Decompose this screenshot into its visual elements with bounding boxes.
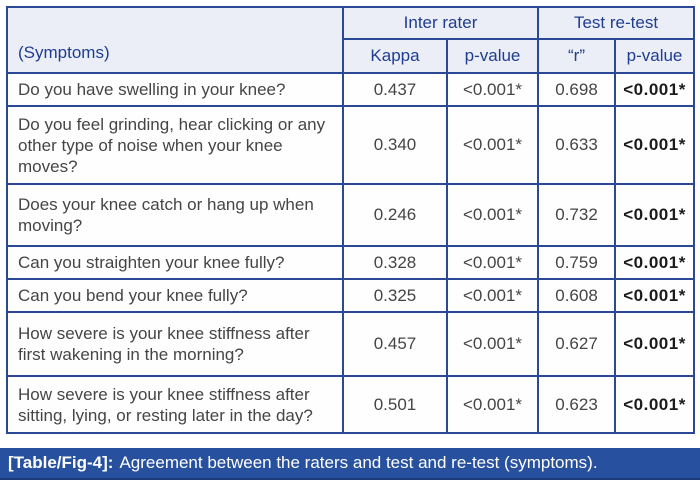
table-row: Do you have swelling in your knee? 0.437… <box>6 72 696 107</box>
symptom-cell: Do you feel grinding, hear clicking or a… <box>6 105 344 185</box>
group-header-test-retest: Test re-test <box>537 6 696 40</box>
r-cell: 0.608 <box>537 278 617 313</box>
r-pvalue-cell: <0.001* <box>614 72 696 107</box>
caption-label: [Table/Fig-4]: <box>8 453 114 472</box>
figure-caption: [Table/Fig-4]: Agreement between the rat… <box>0 448 700 480</box>
kappa-cell: 0.328 <box>342 245 448 280</box>
r-pvalue-cell: <0.001* <box>614 245 696 280</box>
r-cell: 0.698 <box>537 72 617 107</box>
kappa-cell: 0.437 <box>342 72 448 107</box>
symptom-cell: Can you bend your knee fully? <box>6 278 344 313</box>
r-pvalue-cell: <0.001* <box>614 311 696 377</box>
table-row: Do you feel grinding, hear clicking or a… <box>6 105 696 185</box>
table-row: Does your knee catch or hang up when mov… <box>6 183 696 247</box>
table-row: How severe is your knee stiffness after … <box>6 375 696 434</box>
group-header-row: (Symptoms) Inter rater Test re-test <box>6 6 696 74</box>
r-cell: 0.623 <box>537 375 617 434</box>
table-body: Do you have swelling in your knee? 0.437… <box>6 72 696 434</box>
r-pvalue-cell: <0.001* <box>614 278 696 313</box>
r-pvalue-cell: <0.001* <box>614 375 696 434</box>
table-header: (Symptoms) Inter rater Test re-test Kapp… <box>6 6 696 74</box>
r-cell: 0.633 <box>537 105 617 185</box>
group-header-inter-rater: Inter rater <box>341 6 540 40</box>
kappa-cell: 0.340 <box>342 105 448 185</box>
table-row: How severe is your knee stiffness after … <box>6 311 696 377</box>
col-header-pvalue-inter: p-value <box>445 38 540 74</box>
table-row: Can you bend your knee fully? 0.325 <0.0… <box>6 278 696 313</box>
sub-header-row: Kappa p-value “r” p-value <box>7 38 696 74</box>
r-cell: 0.627 <box>537 311 617 377</box>
kappa-pvalue-cell: <0.001* <box>445 278 540 313</box>
kappa-pvalue-cell: <0.001* <box>445 72 540 107</box>
symptom-cell: Does your knee catch or hang up when mov… <box>6 183 344 247</box>
r-pvalue-cell: <0.001* <box>614 183 696 247</box>
symptom-cell: How severe is your knee stiffness after … <box>6 375 344 434</box>
symptoms-agreement-table: (Symptoms) Inter rater Test re-test Kapp… <box>6 6 696 434</box>
kappa-cell: 0.246 <box>342 183 448 247</box>
kappa-cell: 0.501 <box>342 375 448 434</box>
col-header-symptoms: (Symptoms) <box>6 6 344 74</box>
r-pvalue-cell: <0.001* <box>614 105 696 185</box>
symptom-cell: How severe is your knee stiffness after … <box>6 311 344 377</box>
col-header-kappa: Kappa <box>342 38 448 74</box>
kappa-cell: 0.457 <box>342 311 448 377</box>
symptom-cell: Can you straighten your knee fully? <box>6 245 344 280</box>
kappa-cell: 0.325 <box>342 278 448 313</box>
caption-text: Agreement between the raters and test an… <box>119 453 598 472</box>
kappa-pvalue-cell: <0.001* <box>445 245 540 280</box>
kappa-pvalue-cell: <0.001* <box>445 105 540 185</box>
kappa-pvalue-cell: <0.001* <box>445 375 540 434</box>
kappa-pvalue-cell: <0.001* <box>445 183 540 247</box>
table-row: Can you straighten your knee fully? 0.32… <box>6 245 696 280</box>
r-cell: 0.732 <box>537 183 617 247</box>
kappa-pvalue-cell: <0.001* <box>445 311 540 377</box>
col-header-pvalue-retest: p-value <box>614 38 696 74</box>
col-header-r: “r” <box>537 38 617 74</box>
symptom-cell: Do you have swelling in your knee? <box>6 72 344 107</box>
r-cell: 0.759 <box>537 245 617 280</box>
